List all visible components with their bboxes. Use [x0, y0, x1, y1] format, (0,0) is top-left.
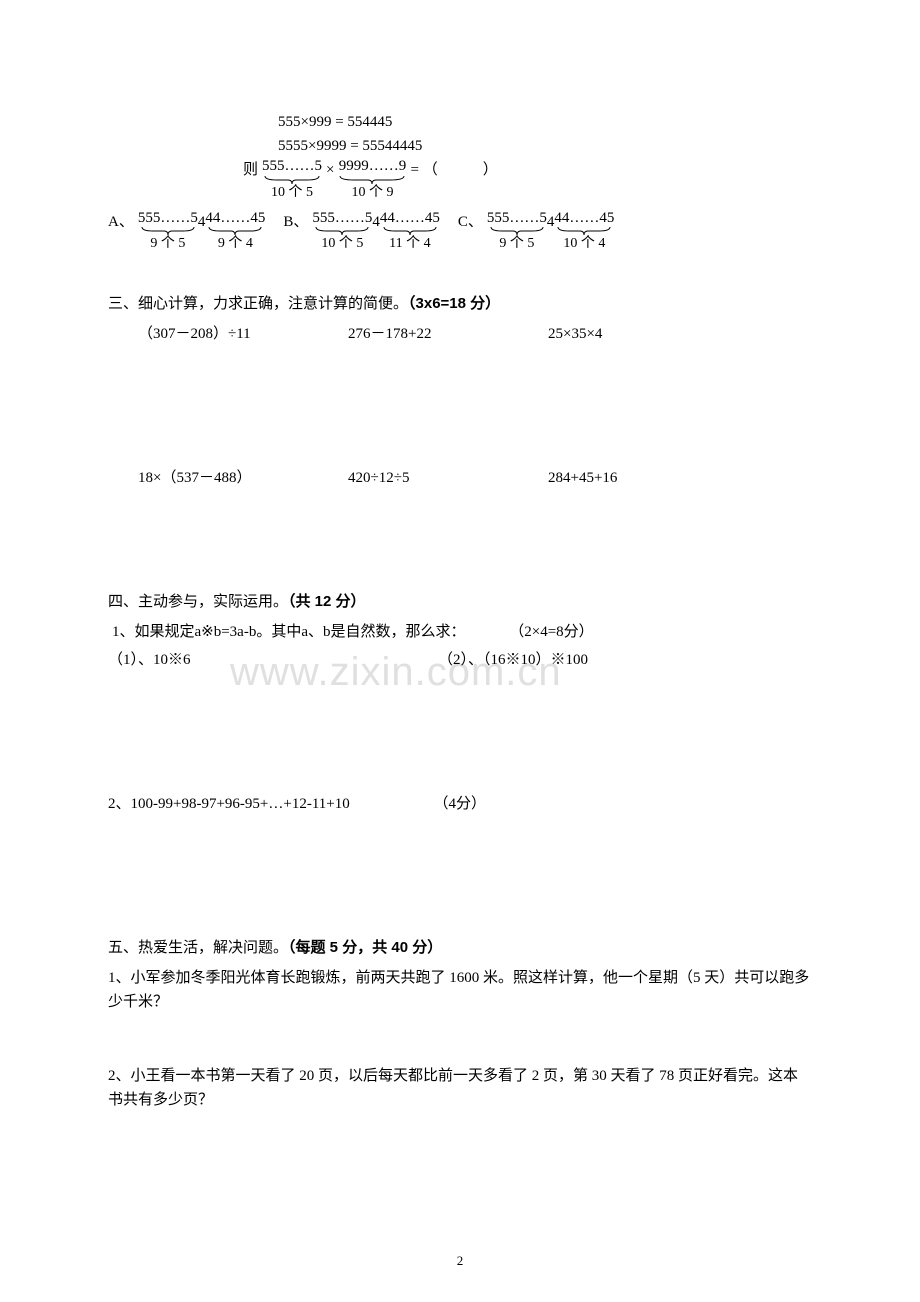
- text: 555……5: [312, 210, 372, 227]
- section-5-q2: 2、小王看一本书第一天看了 20 页，以后每天都比前一天多看了 2 页，第 30…: [108, 1064, 812, 1112]
- choice-a: A、 555……5 9 个 5 4 44……45 9 个 4: [108, 210, 265, 252]
- underbrace-icon: [338, 175, 406, 185]
- text: 44……45: [205, 210, 265, 227]
- brace-label-5: 10 个 5: [271, 185, 313, 200]
- choice-a-part1: 555……5 9 个 5: [138, 210, 198, 252]
- underbrace-icon: [263, 175, 321, 185]
- calc-item: 420÷12÷5: [348, 466, 548, 490]
- q2-score: （4分）: [433, 796, 486, 812]
- section-4-score: （共 12 分）: [288, 593, 366, 610]
- q1-text: 1、如果规定a※b=3a-b。其中a、b是自然数，那么求：: [112, 624, 466, 640]
- section-4-header: 四、主动参与，实际运用。（共 12 分）: [108, 590, 812, 614]
- page-content: 555×999 = 554445 5555×9999 = 55544445 则 …: [108, 110, 812, 1112]
- section-3-header: 三、细心计算，力求正确，注意计算的简便。（3x6=18 分）: [108, 292, 812, 316]
- q2-text: 2、100-99+98-97+96-95+…+12-11+10: [108, 796, 350, 812]
- choices-row: A、 555……5 9 个 5 4 44……45 9 个 4 B、 555……5…: [108, 210, 812, 252]
- section-4-title: 四、主动参与，实际运用。: [108, 594, 288, 610]
- underbrace-icon: [207, 226, 263, 236]
- section-5-header: 五、热爱生活，解决问题。（每题 5 分，共 40 分）: [108, 936, 812, 960]
- section-4-q2: 2、100-99+98-97+96-95+…+12-11+10 （4分）: [108, 792, 812, 816]
- calc-item: 284+45+16: [548, 466, 748, 490]
- pattern-line-2: 5555×9999 = 55544445: [108, 134, 812, 158]
- choice-c: C、 555……5 9 个 5 4 44……45 10 个 4: [458, 210, 615, 252]
- q1-score: （2×4=8分）: [509, 624, 593, 640]
- calc-item: （307－208）÷11: [138, 322, 348, 346]
- pattern-examples: 555×999 = 554445 5555×9999 = 55544445 则 …: [108, 110, 812, 200]
- choice-c-part1: 555……5 9 个 5: [487, 210, 547, 252]
- mid: 4: [372, 210, 380, 234]
- calc-item: 25×35×4: [548, 322, 748, 346]
- text: 10 个 4: [563, 236, 605, 251]
- brace-top-9: 9999……9: [339, 158, 407, 175]
- underbrace-icon: [489, 226, 545, 236]
- text: 44……45: [380, 210, 440, 227]
- choice-b-part2: 44……45 11 个 4: [380, 210, 440, 252]
- calc-item: 276－178+22: [348, 322, 548, 346]
- brace-top-5: 555……5: [262, 158, 322, 175]
- calc-row-2: 18×（537－488） 420÷12÷5 284+45+16: [108, 466, 812, 490]
- pattern-line-1: 555×999 = 554445: [108, 110, 812, 134]
- underbrace-icon: [140, 226, 196, 236]
- section-5-title: 五、热爱生活，解决问题。: [108, 940, 288, 956]
- section-4-q1: 1、如果规定a※b=3a-b。其中a、b是自然数，那么求： （2×4=8分）: [108, 620, 812, 644]
- section-5-q1: 1、小军参加冬季阳光体育长跑锻炼，前两天共跑了 1600 米。照这样计算，他一个…: [108, 966, 812, 1014]
- calc-row-1: （307－208）÷11 276－178+22 25×35×4: [108, 322, 812, 346]
- mid: 4: [198, 210, 206, 234]
- section-5-score: （每题 5 分，共 40 分）: [288, 939, 442, 956]
- q1-sub1: （1）、10※6: [108, 648, 438, 672]
- choice-letter-a: A、: [108, 210, 134, 234]
- pattern-question: 则 555……5 10 个 5 × 9999……9 10 个 9 = （ ）: [108, 158, 812, 200]
- underbrace-icon: [314, 226, 370, 236]
- underbrace-icon: [556, 226, 612, 236]
- q1-sub2: （2）、（16※10）※100: [438, 648, 588, 672]
- choice-letter-c: C、: [458, 210, 483, 234]
- text: 9 个 5: [499, 236, 534, 251]
- pattern-prefix: 则: [243, 158, 258, 182]
- choice-a-part2: 44……45 9 个 4: [205, 210, 265, 252]
- text: 555……5: [487, 210, 547, 227]
- equals-blank: = （ ）: [410, 158, 497, 182]
- brace-group-9: 9999……9 10 个 9: [338, 158, 406, 200]
- text: 9 个 4: [218, 236, 253, 251]
- choice-letter-b: B、: [283, 210, 308, 234]
- page-number: 2: [0, 1251, 920, 1272]
- brace-label-9: 10 个 9: [351, 185, 393, 200]
- text: 44……45: [554, 210, 614, 227]
- text: 555……5: [138, 210, 198, 227]
- section-4-q1-subs: （1）、10※6 （2）、（16※10）※100: [108, 648, 812, 672]
- underbrace-icon: [382, 226, 438, 236]
- text: 10 个 5: [321, 236, 363, 251]
- brace-group-5: 555……5 10 个 5: [262, 158, 322, 200]
- choice-b-part1: 555……5 10 个 5: [312, 210, 372, 252]
- calc-item: 18×（537－488）: [138, 466, 348, 490]
- text: 9 个 5: [150, 236, 185, 251]
- choice-c-part2: 44……45 10 个 4: [554, 210, 614, 252]
- section-3-title: 三、细心计算，力求正确，注意计算的简便。: [108, 296, 408, 312]
- section-3-score: （3x6=18 分）: [408, 295, 500, 312]
- choice-b: B、 555……5 10 个 5 4 44……45 11 个 4: [283, 210, 440, 252]
- text: 11 个 4: [389, 236, 430, 251]
- times-sign: ×: [326, 158, 334, 182]
- mid: 4: [547, 210, 555, 234]
